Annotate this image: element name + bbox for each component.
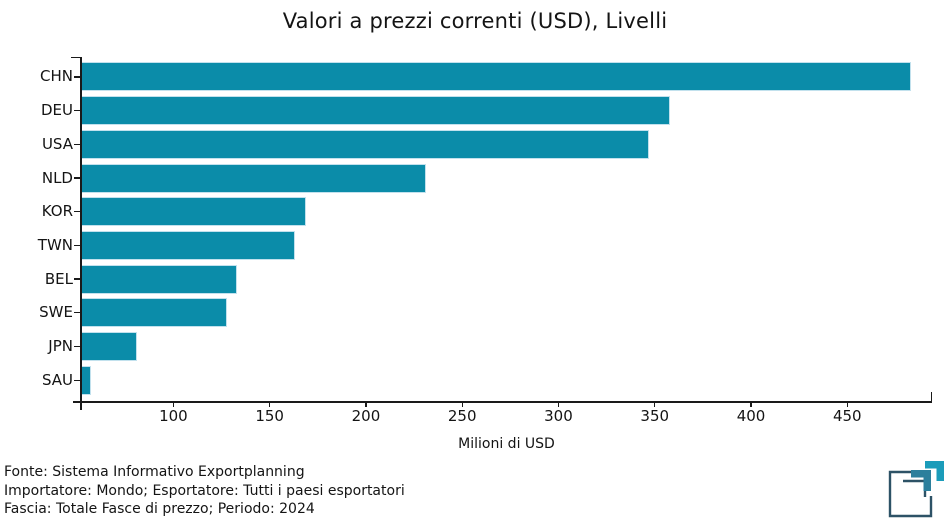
x-axis-line [73,401,932,403]
bar-swe [81,298,228,328]
y-tick-nld [74,177,81,179]
bar-nld [81,163,426,193]
chart-title: Valori a prezzi correnti (USD), Livelli [282,9,668,33]
bar-deu [81,96,671,126]
bar-jpn [81,332,137,361]
y-tick-label-jpn: JPN [48,337,73,355]
x-tick-100 [172,402,175,407]
footer-source-line: Fonte: Sistema Informativo Exportplannin… [4,464,305,480]
x-tick-label-400: 400 [736,407,766,425]
footer-period-line: Fascia: Totale Fasce di prezzo; Periodo:… [4,501,315,517]
x-tick-350 [654,402,656,407]
y-tick-label-swe: SWE [39,303,73,322]
x-tick-label-150: 150 [255,407,284,425]
y-axis-top-cap [71,56,81,58]
bar-kor [81,197,307,227]
bar-chn [81,62,911,92]
x-tick-label-300: 300 [544,407,573,425]
x-tick-150 [269,402,271,407]
y-tick-label-sau: SAU [41,370,73,389]
x-tick-label-250: 250 [447,407,477,425]
x-axis-right-cap [930,392,932,402]
x-axis-title: Milioni di USD [458,436,555,452]
y-tick-bel [74,278,81,280]
y-tick-chn [74,76,81,78]
y-tick-twn [74,244,81,247]
y-tick-sau [74,379,81,381]
x-tick-450 [846,402,848,407]
y-tick-kor [74,211,81,213]
bar-bel [81,264,237,294]
x-tick-300 [557,402,560,407]
y-axis-line [80,57,82,410]
x-tick-label-100: 100 [159,407,188,425]
x-tick-250 [461,402,463,407]
exportplanning-logo [888,461,944,518]
y-tick-label-chn: CHN [40,67,73,86]
footer-scope-line: Importatore: Mondo; Esportatore: Tutti i… [4,482,405,499]
bar-usa [81,129,649,159]
x-tick-label-200: 200 [351,407,381,425]
bar-twn [81,230,295,260]
y-tick-label-deu: DEU [40,101,73,120]
x-tick-label-350: 350 [640,407,670,425]
chart-footer: Fonte: Sistema Informativo Exportplannin… [4,463,405,519]
y-tick-deu [74,109,81,112]
y-tick-label-kor: KOR [41,202,73,221]
y-tick-label-bel: BEL [44,269,73,288]
y-tick-label-nld: NLD [41,168,73,187]
y-tick-label-twn: TWN [37,235,73,254]
bar-sau [81,365,91,395]
y-tick-swe [74,312,81,314]
x-tick-400 [750,402,752,407]
y-tick-jpn [74,345,81,348]
x-tick-label-450: 450 [832,407,862,425]
y-tick-label-usa: USA [41,134,73,153]
y-tick-usa [74,143,81,145]
x-tick-200 [365,402,367,407]
